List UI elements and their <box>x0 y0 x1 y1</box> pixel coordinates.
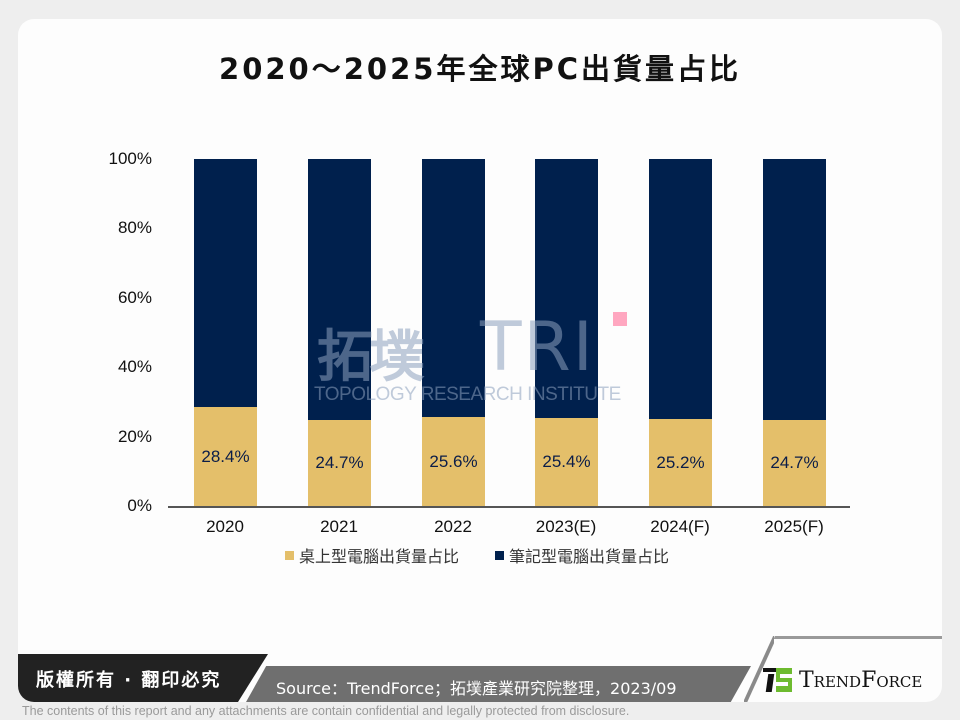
y-tick-100: 100% <box>108 149 152 168</box>
y-tick-20: 20% <box>117 427 152 446</box>
desktop-segment: 28.4% <box>194 407 257 506</box>
logo-frame <box>752 636 942 702</box>
legend: 桌上型電腦出貨量占比 筆記型電腦出貨量占比 <box>285 543 669 567</box>
notebook-segment <box>649 159 712 419</box>
copyright-banner <box>18 654 268 702</box>
x-tick-2020: 2020 <box>206 517 244 536</box>
legend-label-desktop: 桌上型電腦出貨量占比 <box>299 547 460 566</box>
notebook-segment <box>535 159 598 418</box>
y-tick-40: 40% <box>117 357 152 376</box>
trendforce-logo: TrendForce <box>763 666 922 694</box>
source-banner <box>246 666 751 702</box>
x-axis-line <box>168 506 850 508</box>
legend-label-notebook: 筆記型電腦出貨量占比 <box>509 547 670 566</box>
legend-swatch-desktop-icon <box>285 550 294 560</box>
desktop-value-label: 24.7% <box>315 453 364 472</box>
desktop-segment: 24.7% <box>763 420 826 506</box>
chart-title: 2020～2025年全球PC出貨量占比 <box>219 52 741 86</box>
notebook-segment <box>763 159 826 420</box>
copyright-text: 版權所有 · 翻印必究 <box>36 670 222 691</box>
bar-2021: 24.7% <box>308 159 371 506</box>
disclaimer-text: The contents of this report and any atta… <box>22 704 630 718</box>
source-text: Source：TrendForce；拓墣產業研究院整理，2023/09 <box>276 679 677 698</box>
desktop-segment: 25.2% <box>649 419 712 506</box>
trendforce-mark-icon <box>763 666 793 694</box>
x-tick-2023e: 2023(E) <box>535 517 597 536</box>
y-tick-80: 80% <box>117 218 152 237</box>
desktop-value-label: 28.4% <box>201 446 250 466</box>
desktop-value-label: 25.2% <box>656 452 705 472</box>
bar-2022: 25.6% <box>422 159 485 506</box>
legend-swatch-notebook-icon <box>495 550 505 560</box>
x-tick-2021: 2021 <box>320 517 358 536</box>
desktop-value-label: 24.7% <box>770 453 819 472</box>
notebook-segment <box>308 159 371 420</box>
bar-2024f: 25.2% <box>649 159 712 506</box>
bar-2023e: 25.4% <box>535 159 598 506</box>
trendforce-wordmark: TrendForce <box>799 667 923 693</box>
desktop-segment: 25.6% <box>422 417 485 506</box>
x-tick-2025f: 2025(F) <box>764 517 824 536</box>
legend-item-notebook: 筆記型電腦出貨量占比 <box>495 543 669 567</box>
x-tick-2024f: 2024(F) <box>650 517 710 536</box>
desktop-value-label: 25.6% <box>429 451 478 471</box>
bar-2025f: 24.7% <box>763 159 826 506</box>
legend-item-desktop: 桌上型電腦出貨量占比 <box>285 543 459 567</box>
desktop-value-label: 25.4% <box>542 452 591 471</box>
desktop-segment: 24.7% <box>308 420 371 506</box>
bar-2020: 28.4% <box>194 159 257 506</box>
notebook-segment <box>194 159 257 407</box>
y-tick-0: 0% <box>127 496 152 515</box>
y-tick-60: 60% <box>117 288 152 307</box>
x-tick-2022: 2022 <box>434 517 472 536</box>
notebook-segment <box>422 159 485 417</box>
desktop-segment: 25.4% <box>535 418 598 506</box>
